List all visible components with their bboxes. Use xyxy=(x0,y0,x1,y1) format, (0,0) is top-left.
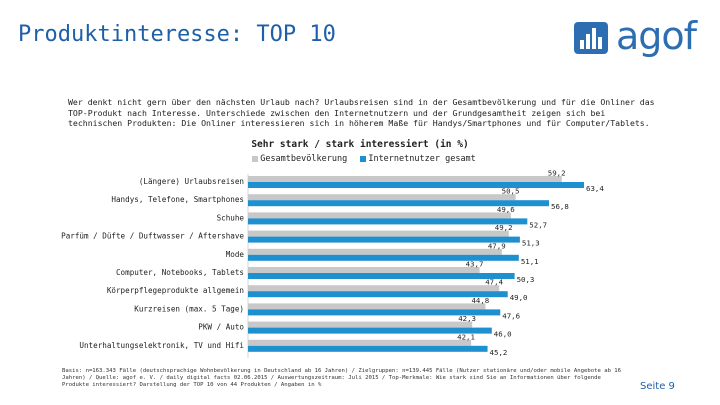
intro-paragraph: Wer denkt nicht gern über den nächsten U… xyxy=(68,97,655,128)
data-label: 45,2 xyxy=(490,348,508,357)
data-label: 42,3 xyxy=(458,314,476,323)
data-label: 51,1 xyxy=(521,257,539,266)
bar-gesamtbevoelkerung xyxy=(248,176,562,182)
agof-logo: agof xyxy=(572,14,702,60)
data-label: 47,4 xyxy=(485,278,503,287)
data-label: 44,8 xyxy=(471,296,489,305)
category-label: Computer, Notebooks, Tablets xyxy=(116,268,244,277)
data-label: 56,8 xyxy=(551,202,569,211)
data-label: 50,3 xyxy=(517,275,535,284)
bar-gesamtbevoelkerung xyxy=(248,339,472,346)
category-label: Kurzreisen (max. 5 Tage) xyxy=(134,304,244,313)
category-label: Handys, Telefone, Smartphones xyxy=(111,195,244,204)
data-label: 59,2 xyxy=(548,169,566,178)
bar-internetnutzer xyxy=(248,327,492,334)
category-label: Mode xyxy=(226,250,245,259)
data-label: 47,9 xyxy=(488,241,506,250)
page-number: Seite 9 xyxy=(640,381,675,392)
data-label: 52,7 xyxy=(529,220,547,229)
category-label: Schuhe xyxy=(217,213,245,222)
agof-logo-icon xyxy=(574,22,608,54)
bar-internetnutzer xyxy=(248,254,519,261)
bar-internetnutzer xyxy=(248,218,528,225)
bar-gesamtbevoelkerung xyxy=(248,230,509,237)
bar-internetnutzer xyxy=(248,236,520,243)
bar-internetnutzer xyxy=(248,182,585,188)
data-label: 43,7 xyxy=(466,260,484,269)
legend-label-internetnutzer: Internetnutzer gesamt xyxy=(368,154,476,164)
bar-internetnutzer xyxy=(248,309,501,316)
category-label: (Längere) Urlaubsreisen xyxy=(139,177,244,186)
legend-swatch-internetnutzer xyxy=(360,155,367,162)
legend-label-gesamtbevoelkerung: Gesamtbevölkerung xyxy=(260,154,348,164)
bar-gesamtbevoelkerung xyxy=(248,321,473,328)
data-label: 49,2 xyxy=(495,223,513,232)
bar-internetnutzer xyxy=(248,291,508,298)
bar-gesamtbevoelkerung xyxy=(248,267,480,273)
data-label: 50,5 xyxy=(502,187,520,196)
bar-gesamtbevoelkerung xyxy=(248,285,500,292)
bar-internetnutzer xyxy=(248,200,550,207)
data-label: 46,0 xyxy=(494,330,512,339)
legend-swatch-gesamtbevoelkerung xyxy=(252,155,259,162)
category-label: Parfüm / Düfte / Duftwasser / Aftershave xyxy=(61,232,244,241)
bar-internetnutzer xyxy=(248,345,488,352)
bar-internetnutzer xyxy=(248,273,515,279)
logo-wordmark: agof xyxy=(616,14,697,58)
category-label: Unterhaltungselektronik, TV und Hifi xyxy=(79,341,244,350)
data-label: 63,4 xyxy=(586,184,604,193)
page-title: Produktinteresse: TOP 10 xyxy=(18,22,336,47)
data-label: 49,0 xyxy=(510,293,528,302)
bar-gesamtbevoelkerung xyxy=(248,248,502,255)
chart-legend: Gesamtbevölkerung Internetnutzer gesamt xyxy=(0,154,720,164)
category-label: Körperpflegeprodukte allgemein xyxy=(107,286,244,295)
data-label: 47,6 xyxy=(502,311,520,320)
data-label: 42,1 xyxy=(457,332,475,341)
data-label: 49,6 xyxy=(497,205,515,214)
bar-gesamtbevoelkerung xyxy=(248,194,516,201)
source-footnote: Basis: n=163.343 Fälle (deutschsprachige… xyxy=(62,368,622,389)
data-label: 51,3 xyxy=(522,239,540,248)
chart-title: Sehr stark / stark interessiert (in %) xyxy=(251,139,469,150)
bar-gesamtbevoelkerung xyxy=(248,303,486,310)
bar-gesamtbevoelkerung xyxy=(248,212,511,219)
category-label: PKW / Auto xyxy=(198,323,244,332)
